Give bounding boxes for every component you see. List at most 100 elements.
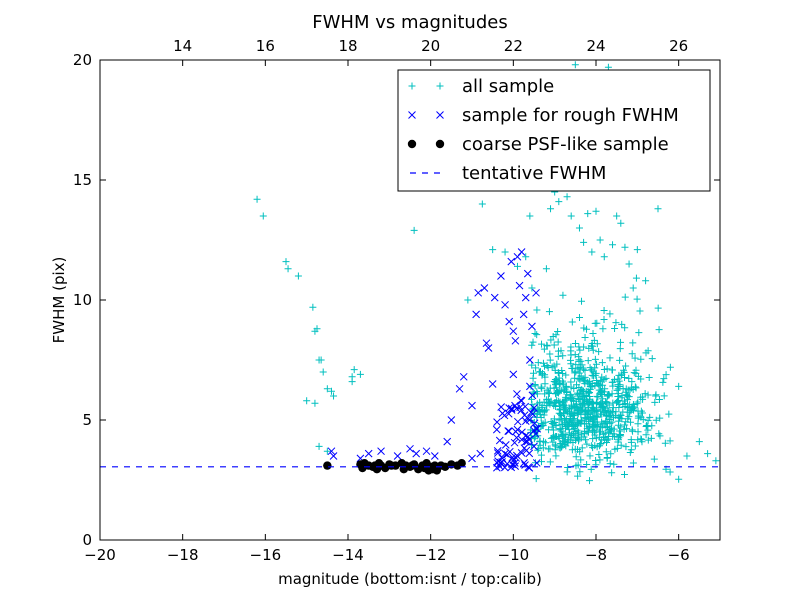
all-sample-point [559, 352, 567, 360]
all-sample-point [571, 403, 579, 411]
all-sample-point [666, 437, 674, 445]
all-sample-point [560, 415, 568, 423]
all-sample-point [627, 384, 635, 392]
x-tick-label: −14 [332, 546, 364, 564]
all-sample-point [683, 452, 691, 460]
all-sample-point [578, 417, 586, 425]
all-sample-point [538, 422, 546, 430]
all-sample-point [593, 413, 601, 421]
all-sample-point [562, 407, 570, 415]
all-sample-point [583, 461, 591, 469]
all-sample-point [584, 210, 592, 218]
axes: −20 −18 −16 −14 −12 −10 −8 −6 14 16 18 20 22 24 26 0 5 10… [73, 37, 720, 564]
all-sample-point [616, 381, 624, 389]
all-sample-point [591, 431, 599, 439]
all-sample-point [522, 253, 530, 261]
all-sample-point [603, 436, 611, 444]
all-sample-point [577, 401, 585, 409]
all-sample-point [622, 362, 630, 370]
all-sample-point [591, 364, 599, 372]
all-sample-point [562, 371, 570, 379]
all-sample-point [588, 427, 596, 435]
all-sample-point [554, 433, 562, 441]
all-sample-point [556, 444, 564, 452]
y-tick-label: 10 [73, 291, 92, 309]
all-sample-point [356, 370, 364, 378]
all-sample-point [284, 265, 292, 273]
all-sample-point [550, 432, 558, 440]
rough-fwhm-point [501, 440, 510, 449]
all-sample-point [557, 410, 565, 418]
all-sample-point [596, 428, 604, 436]
all-sample-point [650, 455, 658, 463]
all-sample-point [578, 297, 586, 305]
all-sample-point [613, 386, 621, 394]
all-sample-point [660, 392, 668, 400]
all-sample-point [544, 399, 552, 407]
all-sample-point [586, 477, 594, 485]
all-sample-point [647, 434, 655, 442]
all-sample-point [536, 368, 544, 376]
all-sample-point [662, 371, 670, 379]
all-sample-point [531, 329, 539, 337]
all-sample-point [634, 372, 642, 380]
all-sample-point [575, 369, 583, 377]
all-sample-point [589, 346, 597, 354]
legend-entry: coarse PSF-like sample [407, 134, 669, 155]
all-sample-point [704, 450, 712, 458]
all-sample-point [555, 198, 563, 206]
rough-fwhm-point [523, 269, 532, 278]
rough-fwhm-point [505, 317, 514, 326]
all-sample-point [572, 453, 580, 461]
all-sample-point [644, 417, 652, 425]
all-sample-point [549, 332, 557, 340]
all-sample-point [561, 385, 569, 393]
all-sample-point [577, 456, 585, 464]
legend-swatch [436, 111, 444, 119]
all-sample-point [615, 421, 623, 429]
all-sample-point [567, 378, 575, 386]
all-sample-point [568, 393, 576, 401]
y-tick-label: 20 [73, 51, 92, 69]
rough-fwhm-point [377, 447, 385, 456]
all-sample-point [572, 462, 580, 470]
rough-fwhm-point [503, 450, 512, 459]
legend-label: sample for rough FWHM [462, 105, 679, 126]
all-sample-point [575, 224, 583, 232]
all-sample-point [600, 306, 608, 314]
all-sample-point [303, 397, 311, 405]
all-sample-point [587, 465, 595, 473]
all-sample-point [464, 296, 472, 304]
all-sample-point [666, 363, 674, 371]
all-sample-point [527, 382, 535, 390]
all-sample-point [555, 416, 563, 424]
all-sample-point [580, 238, 588, 246]
rough-fwhm-point [513, 390, 521, 398]
all-sample-point [501, 248, 509, 256]
all-sample-point [543, 341, 551, 349]
all-sample-point [571, 427, 579, 435]
all-sample-point [599, 381, 607, 389]
all-sample-point [592, 406, 600, 414]
rough-fwhm-point [472, 310, 480, 319]
rough-fwhm-point [508, 453, 517, 462]
rough-fwhm-point [430, 452, 439, 460]
all-sample-point [350, 366, 358, 374]
all-sample-point [600, 253, 608, 261]
all-sample-point [655, 326, 663, 334]
all-sample-point [557, 427, 565, 435]
rough-fwhm-point [393, 452, 402, 460]
all-sample-point [592, 360, 600, 368]
all-sample-point [313, 325, 321, 333]
all-sample-point [628, 378, 636, 386]
all-sample-point [592, 399, 600, 407]
all-sample-point [589, 404, 597, 412]
all-sample-point [578, 444, 586, 452]
all-sample-point [617, 441, 625, 449]
all-sample-point [575, 343, 583, 351]
all-sample-point [621, 324, 629, 332]
all-sample-point [633, 295, 641, 303]
rough-fwhm-point [482, 339, 491, 348]
all-sample-point [655, 395, 663, 403]
